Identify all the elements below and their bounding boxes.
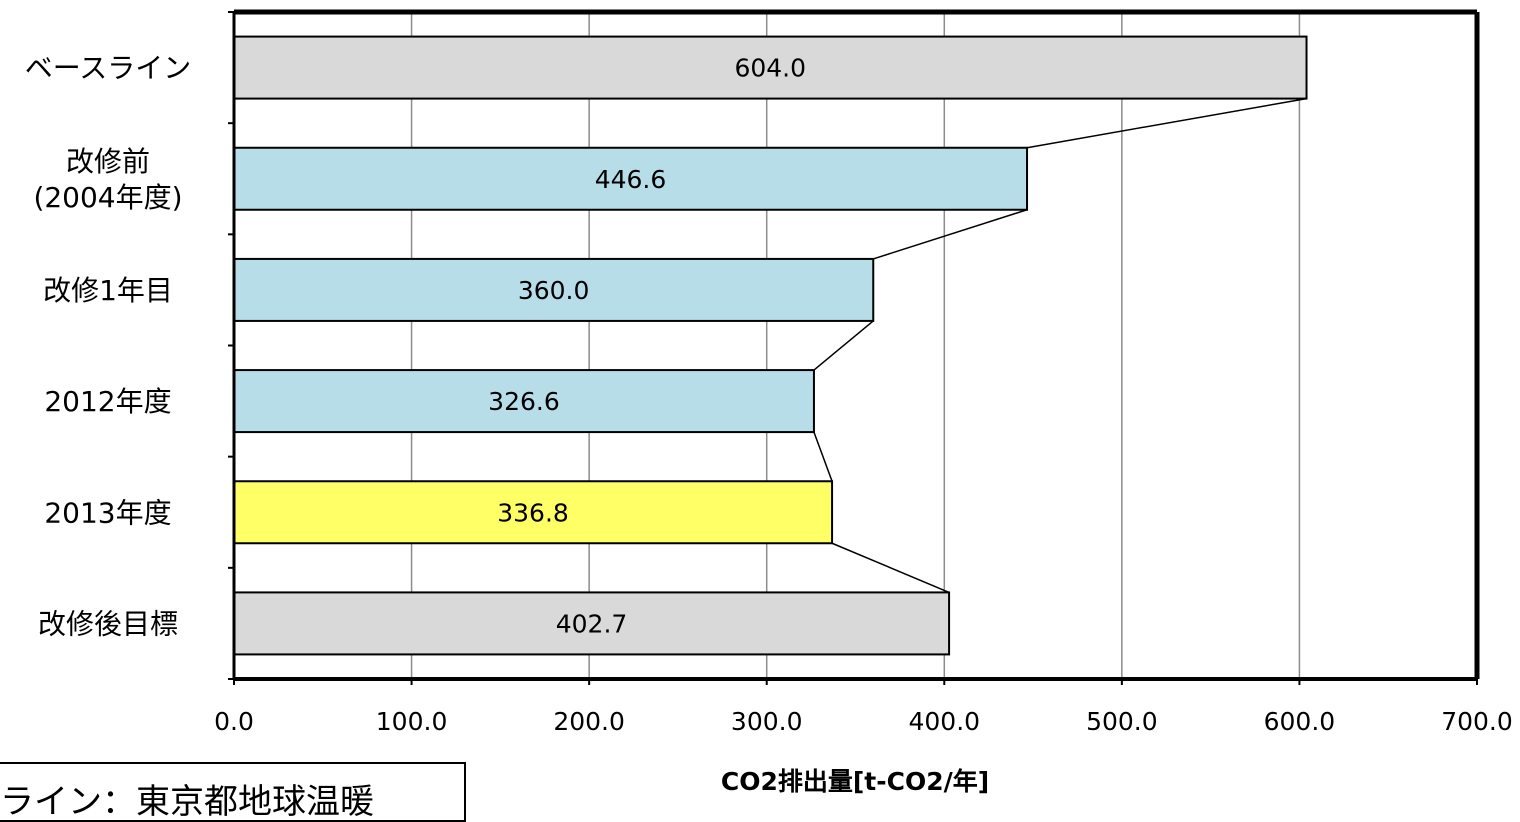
x-tick-label: 700.0: [1441, 707, 1513, 736]
category-label: 改修前(2004年度): [33, 145, 182, 214]
note-box: ライン：東京都地球温暖: [0, 762, 466, 822]
connector-line: [831, 542, 950, 594]
bar-value-label: 604.0: [734, 54, 806, 83]
connector-line: [813, 320, 874, 371]
bar-value-label: 446.6: [595, 165, 667, 194]
plot-frame: [232, 9, 1480, 681]
bar-connector-lines: [813, 97, 1307, 594]
bar-value-label: 402.7: [556, 609, 628, 638]
x-tick-label: 300.0: [731, 707, 803, 736]
bar: [233, 591, 951, 656]
category-label: 改修後目標: [38, 607, 178, 640]
bar-value-label: 360.0: [518, 276, 590, 305]
bar-chart: 604.0 446.6 360.0 326.6 336.8 402.7 ベースライン改修前…: [25, 9, 1513, 796]
connector-line: [813, 431, 833, 482]
grid-lines: [410, 12, 1301, 679]
x-axis-title: CO2排出量[t-CO2/年]: [721, 767, 989, 796]
x-tick-labels: 0.0 100.0 200.0 300.0 400.0 500.0 600.0 700.0: [214, 707, 1513, 736]
bar: [233, 35, 1308, 100]
x-tick-label: 500.0: [1086, 707, 1158, 736]
bar: [233, 480, 834, 545]
x-tick-label: 600.0: [1264, 707, 1336, 736]
category-label: 2013年度: [44, 496, 171, 529]
note-text: ライン：東京都地球温暖: [0, 782, 374, 822]
bar: [233, 146, 1029, 211]
category-label: 改修1年目: [43, 274, 173, 307]
category-label: ベースライン: [25, 52, 192, 85]
axis-ticks: [228, 11, 1478, 685]
connector-line: [873, 209, 1028, 260]
bars: 604.0 446.6 360.0 326.6 336.8 402.7: [233, 35, 1308, 656]
bar-value-label: 326.6: [488, 387, 560, 416]
x-tick-label: 200.0: [553, 707, 625, 736]
x-tick-label: 400.0: [908, 707, 980, 736]
category-label: 2012年度: [44, 385, 171, 418]
x-tick-label: 0.0: [214, 707, 254, 736]
bar-value-label: 336.8: [497, 498, 569, 527]
bar: [233, 369, 815, 434]
connector-line: [1026, 97, 1307, 149]
x-tick-label: 100.0: [376, 707, 448, 736]
